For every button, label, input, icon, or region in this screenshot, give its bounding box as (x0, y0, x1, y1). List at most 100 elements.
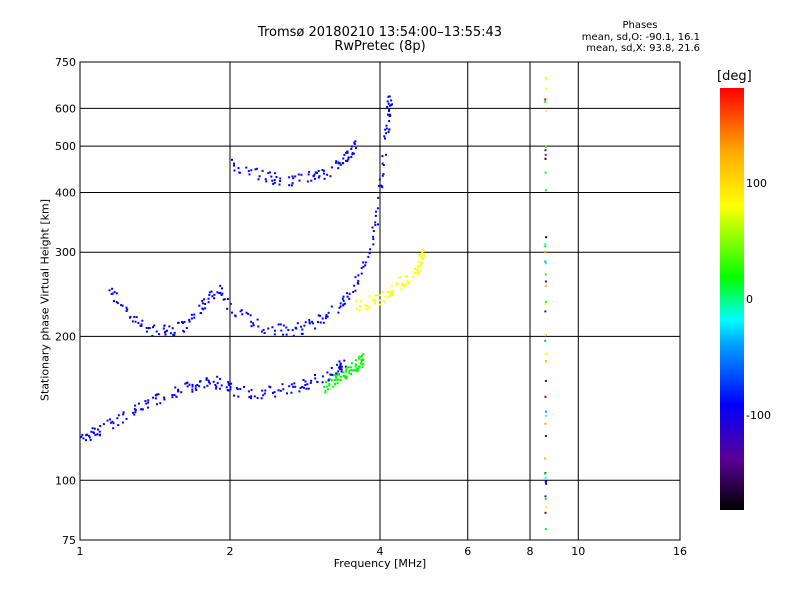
data-point (377, 223, 379, 226)
data-point (372, 243, 375, 246)
data-point (335, 160, 338, 163)
data-point (272, 391, 274, 394)
data-point (403, 284, 406, 287)
data-point (390, 99, 393, 102)
data-point (544, 250, 547, 253)
data-point (544, 303, 547, 306)
data-point (420, 263, 422, 266)
data-point (216, 375, 219, 378)
data-point (145, 402, 148, 405)
data-point (359, 305, 362, 308)
data-point (355, 300, 358, 303)
data-point (208, 382, 211, 385)
data-point (391, 294, 394, 296)
data-point (109, 418, 111, 421)
data-point (220, 294, 223, 296)
data-point (378, 178, 381, 181)
data-point (247, 390, 250, 393)
data-point (390, 291, 393, 294)
data-point (250, 169, 253, 172)
data-point (359, 300, 362, 303)
data-point (544, 379, 547, 382)
data-point (544, 149, 547, 152)
data-point (378, 184, 381, 187)
data-point (237, 395, 240, 398)
data-point (201, 299, 204, 302)
data-point (381, 155, 384, 158)
data-point (372, 230, 375, 232)
data-point (233, 162, 235, 165)
data-point (294, 326, 297, 329)
data-point (252, 324, 255, 327)
data-point (191, 388, 194, 391)
data-point (544, 76, 547, 79)
data-point (388, 110, 390, 112)
data-point (352, 291, 355, 293)
data-point (147, 401, 150, 404)
data-point (334, 378, 336, 381)
data-point (544, 511, 547, 514)
data-point (384, 137, 386, 140)
data-point (341, 162, 344, 164)
data-point (194, 387, 197, 390)
data-point (80, 435, 83, 438)
data-point (345, 377, 348, 380)
data-point (159, 402, 162, 405)
data-point (262, 328, 265, 331)
data-point (245, 311, 248, 314)
data-point (291, 182, 294, 185)
data-point (418, 254, 421, 257)
data-point (416, 270, 419, 273)
data-point (233, 169, 236, 172)
colorbar-unit: [deg] (717, 69, 752, 84)
data-point (373, 298, 376, 301)
data-point (117, 414, 120, 417)
data-point (406, 275, 408, 278)
data-point (358, 355, 361, 358)
data-point (182, 322, 184, 325)
data-point (186, 385, 189, 388)
x-tick-label: 1 (77, 545, 84, 558)
data-point (317, 321, 319, 324)
data-point (354, 276, 357, 279)
data-point (316, 380, 319, 383)
data-point (358, 309, 361, 312)
data-point (307, 173, 310, 176)
data-point (348, 372, 351, 375)
data-point (349, 366, 352, 369)
data-point (146, 330, 148, 333)
data-point (313, 177, 316, 180)
colorbar-tick: -100 (746, 409, 771, 422)
data-point (156, 403, 158, 406)
data-point (133, 413, 136, 416)
data-point (186, 381, 189, 384)
data-point (292, 177, 295, 180)
data-point (263, 392, 266, 395)
data-point (317, 314, 320, 317)
data-point (86, 433, 89, 436)
data-point (346, 295, 349, 298)
data-point (350, 362, 353, 365)
data-point (330, 379, 333, 382)
data-point (346, 151, 349, 154)
data-point (141, 319, 144, 322)
data-point (544, 98, 547, 101)
data-point (166, 329, 169, 332)
data-point (113, 291, 116, 294)
data-point (207, 301, 210, 304)
data-point (544, 480, 547, 483)
data-point (154, 394, 157, 397)
data-point (139, 324, 142, 327)
data-point (319, 321, 322, 324)
data-point (219, 284, 222, 287)
data-point (188, 318, 191, 321)
data-point (193, 316, 196, 319)
data-point (372, 235, 375, 238)
data-point (388, 290, 391, 293)
data-point (220, 384, 223, 387)
data-point (216, 291, 219, 294)
data-point (368, 305, 371, 308)
data-point (544, 422, 547, 425)
data-point (201, 302, 204, 305)
data-point (304, 384, 307, 386)
